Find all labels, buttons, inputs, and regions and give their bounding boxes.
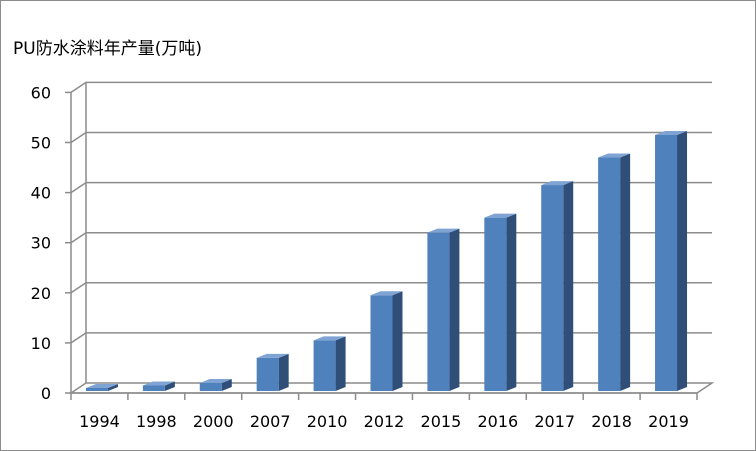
y-axis-title: PU防水涂料年产量(万吨): [13, 39, 202, 59]
tick-labels: 0 10 20 30 40 50 60 1994 1998 2000 2007 2010 2012 201…: [31, 83, 689, 431]
bar-2015: [427, 228, 460, 391]
bar-side: [620, 153, 631, 391]
bar-top: [598, 153, 631, 158]
bar-top: [484, 213, 517, 218]
bar-top: [541, 181, 574, 186]
bar-front: [85, 387, 108, 391]
bar-2018: [598, 153, 631, 391]
bar-side: [677, 130, 688, 392]
y-tick-label: 0: [41, 384, 51, 403]
x-tick-label: 2010: [307, 412, 348, 431]
x-tick-label: 2017: [534, 412, 575, 431]
y-tick-label: 20: [31, 284, 51, 303]
x-tick-label: 2018: [591, 412, 632, 431]
bar-front: [427, 232, 450, 391]
bar-top: [85, 383, 118, 388]
gridline: [70, 131, 712, 144]
bar-side: [449, 228, 460, 391]
bar-2000: [199, 378, 232, 391]
bar-front: [199, 382, 222, 391]
x-tick-label: 2000: [193, 412, 234, 431]
gridline: [70, 181, 712, 194]
bar-front: [598, 157, 621, 391]
x-tick-label: 2012: [364, 412, 405, 431]
bar-top: [427, 228, 460, 233]
bar-side: [506, 213, 517, 391]
bar-2007: [256, 353, 289, 391]
gridline: [70, 81, 712, 94]
y-tick-label: 10: [31, 334, 51, 353]
bar-front: [142, 385, 165, 391]
bar-side: [392, 291, 403, 391]
x-tick-label: 2007: [250, 412, 291, 431]
bar-top: [370, 291, 403, 296]
bar-2017: [541, 181, 574, 391]
x-tick-label: 2015: [421, 412, 462, 431]
bar-2010: [313, 336, 346, 391]
bars: [85, 130, 688, 392]
bar-front: [655, 134, 678, 392]
bar-2012: [370, 291, 403, 391]
bar-2016: [484, 213, 517, 391]
y-tick-label: 50: [31, 134, 51, 153]
bar-front: [484, 217, 507, 391]
bar-front: [313, 340, 336, 391]
bar-1998: [142, 381, 175, 391]
y-tick-label: 60: [31, 83, 51, 102]
bar-top: [142, 381, 175, 386]
bar-top: [313, 336, 346, 341]
x-tick-label: 1994: [79, 412, 120, 431]
bar-top: [199, 378, 232, 383]
bar-side: [335, 336, 346, 391]
bar-1994: [85, 383, 118, 391]
bar-side: [563, 181, 574, 391]
bar-side: [221, 378, 232, 391]
bar-front: [541, 185, 564, 391]
bar-front: [256, 357, 279, 391]
bar-top: [256, 353, 289, 358]
bar-side: [107, 383, 118, 391]
bar-2019: [655, 130, 688, 392]
bar-front: [370, 295, 393, 391]
bar-side: [278, 353, 289, 391]
x-tick-label: 1998: [136, 412, 177, 431]
axes: [65, 91, 698, 400]
x-tick-label: 2019: [648, 412, 689, 431]
bar-side: [164, 381, 175, 391]
x-tick-label: 2016: [477, 412, 518, 431]
y-tick-label: 40: [31, 184, 51, 203]
y-tick-label: 30: [31, 234, 51, 253]
bar-top: [655, 130, 688, 135]
